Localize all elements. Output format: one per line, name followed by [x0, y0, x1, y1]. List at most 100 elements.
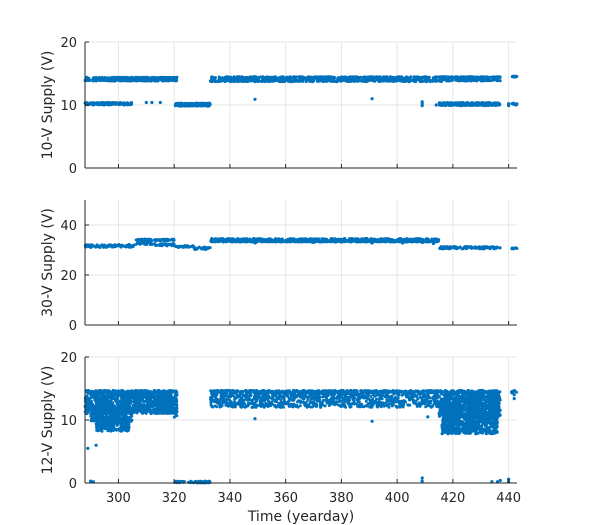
data-point [139, 399, 143, 402]
data-point [158, 243, 162, 247]
data-point [307, 78, 311, 82]
data-point [287, 75, 291, 79]
data-point [464, 103, 468, 107]
data-point [375, 78, 379, 82]
data-point [179, 103, 183, 107]
data-point [515, 103, 518, 107]
data-point [168, 389, 172, 392]
data-point [185, 245, 189, 249]
data-point [398, 79, 401, 83]
data-point [141, 411, 144, 415]
data-point [161, 393, 165, 397]
data-point [120, 388, 124, 392]
data-points-10v-supply [83, 74, 519, 108]
data-point [110, 393, 113, 397]
data-point [248, 76, 251, 79]
data-point [370, 97, 374, 101]
data-point [392, 76, 396, 80]
data-point [451, 77, 455, 81]
data-point [136, 401, 140, 405]
data-point [356, 79, 360, 83]
data-point [445, 245, 449, 249]
data-point [450, 103, 453, 107]
data-point [473, 75, 477, 79]
data-point [411, 78, 415, 82]
data-point [286, 239, 290, 243]
data-point [210, 239, 214, 243]
data-point [280, 75, 284, 79]
data-point [85, 398, 89, 402]
data-point [101, 245, 105, 249]
data-point [91, 79, 95, 83]
data-point [170, 242, 174, 246]
data-point [173, 393, 177, 397]
data-point [116, 406, 120, 410]
data-point [401, 241, 405, 245]
data-point [90, 412, 94, 416]
data-point [338, 78, 342, 82]
data-point [431, 76, 435, 80]
data-point [268, 75, 272, 79]
data-point [193, 103, 197, 107]
data-point [343, 78, 347, 82]
data-point [126, 406, 130, 410]
data-point [153, 79, 157, 83]
data-point [97, 78, 101, 82]
data-point [349, 240, 353, 244]
data-point [85, 394, 89, 398]
data-point [272, 76, 276, 80]
data-point [491, 78, 495, 82]
data-point [90, 394, 93, 398]
data-point [100, 394, 104, 397]
data-point [266, 239, 270, 243]
data-point [311, 240, 316, 245]
data-point [279, 239, 283, 243]
data-point [343, 239, 347, 243]
data-point [464, 247, 468, 251]
data-point [383, 76, 387, 80]
y-tick-label: 20 [60, 36, 77, 51]
data-point [124, 79, 128, 83]
data-point [294, 78, 298, 82]
data-point [111, 401, 115, 405]
y-tick-label: 0 [69, 319, 77, 334]
data-point [115, 393, 119, 397]
data-point [146, 78, 150, 82]
data-point [100, 79, 104, 83]
data-point [365, 239, 369, 243]
data-point [394, 79, 398, 83]
data-point [124, 244, 128, 248]
data-point [120, 76, 124, 80]
data-point [120, 398, 123, 402]
data-point [106, 408, 110, 412]
data-point [289, 240, 293, 243]
data-point [427, 79, 431, 83]
data-point [171, 78, 175, 82]
data-point [268, 237, 272, 241]
data-point [401, 78, 405, 82]
data-point [515, 75, 519, 78]
data-point [90, 402, 94, 406]
data-point [138, 240, 142, 244]
data-point [375, 75, 379, 79]
data-point [131, 403, 135, 407]
y-tick-label: 20 [60, 269, 77, 284]
data-point [304, 78, 308, 82]
data-point [130, 412, 134, 416]
data-point [98, 246, 102, 249]
data-point [313, 75, 317, 79]
data-point [448, 246, 452, 250]
data-point [420, 75, 424, 79]
data-point [319, 240, 323, 244]
data-point [97, 407, 101, 411]
data-point [144, 100, 148, 105]
data-point [184, 104, 188, 108]
data-point [115, 78, 119, 82]
data-point [231, 240, 235, 244]
data-point [324, 239, 328, 243]
data-point [423, 75, 427, 79]
data-point [466, 78, 470, 82]
data-point [127, 243, 131, 247]
data-point [363, 75, 367, 79]
y-tick-label: 0 [69, 162, 77, 177]
